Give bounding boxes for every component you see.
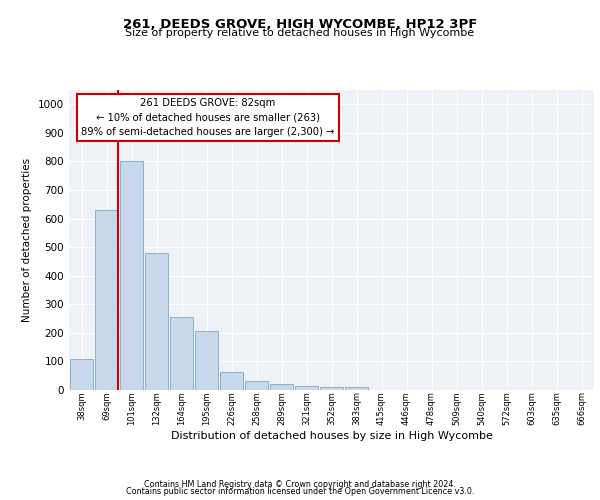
X-axis label: Distribution of detached houses by size in High Wycombe: Distribution of detached houses by size …: [170, 431, 493, 441]
Y-axis label: Number of detached properties: Number of detached properties: [22, 158, 32, 322]
Text: Contains public sector information licensed under the Open Government Licence v3: Contains public sector information licen…: [126, 487, 474, 496]
Bar: [220, 372, 243, 390]
Text: 261, DEEDS GROVE, HIGH WYCOMBE, HP12 3PF: 261, DEEDS GROVE, HIGH WYCOMBE, HP12 3PF: [123, 18, 477, 30]
Text: 261 DEEDS GROVE: 82sqm
← 10% of detached houses are smaller (263)
89% of semi-de: 261 DEEDS GROVE: 82sqm ← 10% of detached…: [82, 98, 335, 137]
Bar: [170, 317, 193, 390]
Bar: [345, 386, 368, 390]
Bar: [70, 358, 93, 390]
Bar: [295, 386, 318, 390]
Bar: [95, 210, 118, 390]
Text: Contains HM Land Registry data © Crown copyright and database right 2024.: Contains HM Land Registry data © Crown c…: [144, 480, 456, 489]
Bar: [270, 384, 293, 390]
Bar: [195, 332, 218, 390]
Bar: [145, 253, 168, 390]
Bar: [320, 387, 343, 390]
Bar: [245, 382, 268, 390]
Text: Size of property relative to detached houses in High Wycombe: Size of property relative to detached ho…: [125, 28, 475, 38]
Bar: [120, 162, 143, 390]
